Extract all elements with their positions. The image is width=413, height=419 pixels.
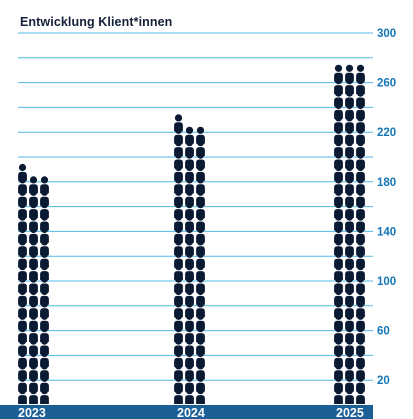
person-icon xyxy=(174,114,183,132)
x-category-label: 2023 xyxy=(18,406,46,419)
person-icon xyxy=(334,64,343,82)
person-icon xyxy=(18,163,27,181)
person-icon xyxy=(29,176,38,194)
x-category-label: 2025 xyxy=(336,406,364,419)
gridlines xyxy=(18,32,373,381)
person-icon xyxy=(345,64,354,82)
y-tick-label: 60 xyxy=(377,326,390,338)
person-icon xyxy=(196,126,205,144)
person-icon xyxy=(356,64,365,82)
y-tick-label: 140 xyxy=(377,226,396,238)
y-tick-label: 300 xyxy=(377,28,396,40)
person-icons xyxy=(18,64,365,404)
x-category-label: 2024 xyxy=(177,406,205,419)
y-tick-label: 20 xyxy=(377,375,390,387)
y-tick-label: 220 xyxy=(377,127,396,139)
y-tick-label: 180 xyxy=(377,177,396,189)
y-tick-label: 260 xyxy=(377,78,396,90)
chart-title: Entwicklung Klient*innen xyxy=(20,15,173,29)
person-icon xyxy=(185,126,194,144)
person-icon xyxy=(40,176,49,194)
x-axis-labels: 2023 2024 2025 xyxy=(18,406,364,419)
y-tick-label: 100 xyxy=(377,276,396,288)
x-axis-band xyxy=(0,405,373,419)
y-axis-ticks: 20 60 100 140 180 220 260 300 xyxy=(377,28,396,387)
